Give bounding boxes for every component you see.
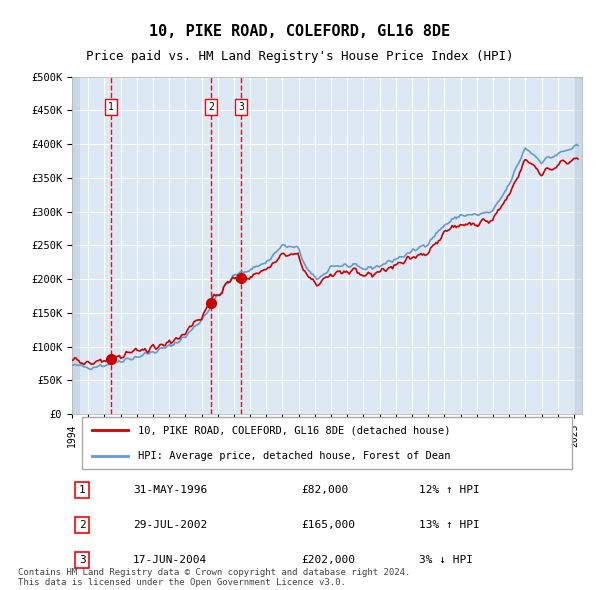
Text: £82,000: £82,000: [302, 485, 349, 495]
Text: £165,000: £165,000: [302, 520, 355, 530]
Text: 3: 3: [238, 102, 244, 112]
Text: 1: 1: [79, 485, 86, 495]
Text: 3% ↓ HPI: 3% ↓ HPI: [419, 555, 473, 565]
Text: 10, PIKE ROAD, COLEFORD, GL16 8DE: 10, PIKE ROAD, COLEFORD, GL16 8DE: [149, 24, 451, 38]
Text: 3: 3: [79, 555, 86, 565]
Text: 31-MAY-1996: 31-MAY-1996: [133, 485, 208, 495]
Text: 1: 1: [108, 102, 114, 112]
Text: 2: 2: [208, 102, 214, 112]
Text: £202,000: £202,000: [302, 555, 355, 565]
Text: This data is licensed under the Open Government Licence v3.0.: This data is licensed under the Open Gov…: [18, 578, 346, 587]
Text: HPI: Average price, detached house, Forest of Dean: HPI: Average price, detached house, Fore…: [139, 451, 451, 461]
Text: 2: 2: [79, 520, 86, 530]
Text: 17-JUN-2004: 17-JUN-2004: [133, 555, 208, 565]
Text: Contains HM Land Registry data © Crown copyright and database right 2024.: Contains HM Land Registry data © Crown c…: [18, 568, 410, 577]
FancyBboxPatch shape: [82, 417, 572, 469]
Text: 10, PIKE ROAD, COLEFORD, GL16 8DE (detached house): 10, PIKE ROAD, COLEFORD, GL16 8DE (detac…: [139, 425, 451, 435]
Text: 12% ↑ HPI: 12% ↑ HPI: [419, 485, 479, 495]
Text: 13% ↑ HPI: 13% ↑ HPI: [419, 520, 479, 530]
Text: 29-JUL-2002: 29-JUL-2002: [133, 520, 208, 530]
Text: Price paid vs. HM Land Registry's House Price Index (HPI): Price paid vs. HM Land Registry's House …: [86, 50, 514, 63]
